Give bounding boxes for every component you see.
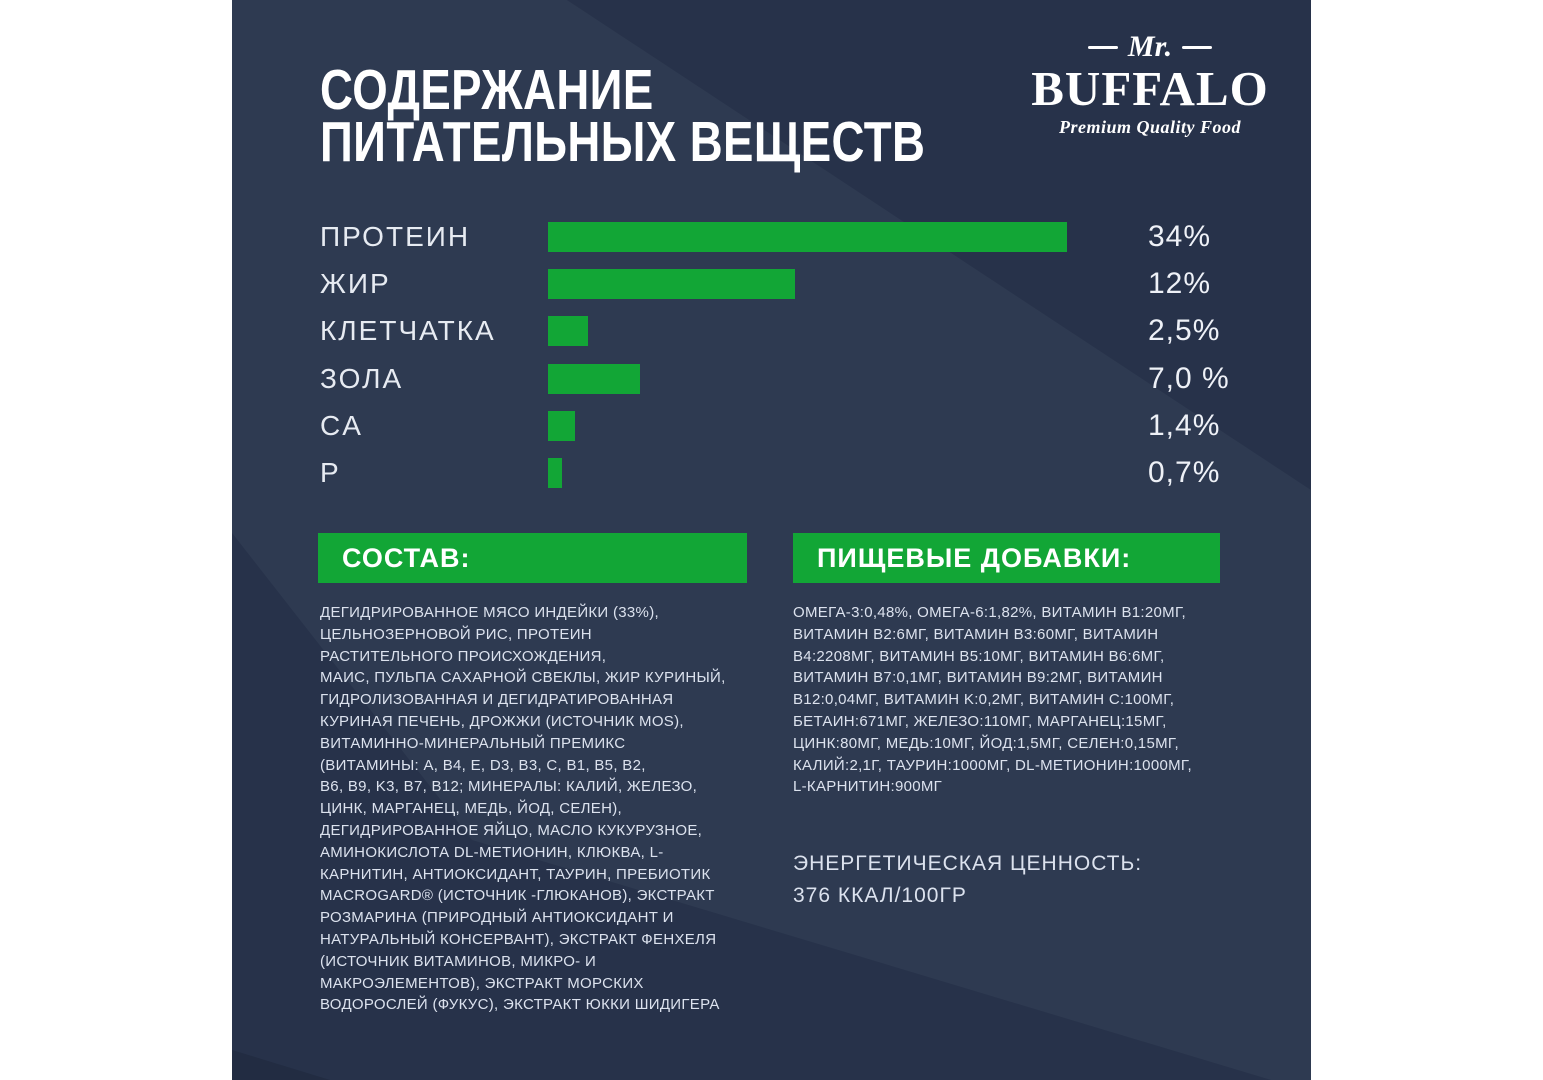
logo-tagline: Premium Quality Food: [1058, 117, 1241, 137]
energy-block: ЭНЕРГЕТИЧЕСКАЯ ЦЕННОСТЬ: 376 ККАЛ/100ГР: [793, 848, 1142, 912]
nutrient-label: P: [320, 457, 341, 488]
nutrient-value: 2,5%: [1148, 314, 1221, 348]
nutrition-chart: ПРОТЕИН 34% ЖИР 12% КЛЕТЧАТКА 2,5% ЗОЛА 7,0 % CA…: [232, 0, 1311, 1080]
nutrient-value: 0,7%: [1148, 456, 1221, 489]
nutrient-bar: [548, 222, 1067, 252]
nutrient-label: ЗОЛА: [320, 362, 404, 394]
composition-header-label: СОСТАВ:: [342, 543, 471, 573]
nutrient-row: CA 1,4%: [232, 408, 1311, 442]
nutrient-value: 7,0 %: [1148, 361, 1230, 395]
additives-header: ПИЩЕВЫЕ ДОБАВКИ:: [793, 533, 1220, 583]
energy-label: ЭНЕРГЕТИЧЕСКАЯ ЦЕННОСТЬ:: [793, 852, 1143, 875]
logo-dash-right-icon: [1182, 45, 1213, 49]
logo-brand-name: BUFFALO: [1031, 61, 1269, 116]
facet-corner: [232, 1050, 330, 1080]
nutrient-bar: [548, 316, 588, 347]
nutrition-panel: СОДЕРЖАНИЕ ПИТАТЕЛЬНЫХ ВЕЩЕСТВ Mr. BUFFA…: [232, 0, 1311, 1080]
nutrient-row: ПРОТЕИН 34%: [232, 222, 1311, 252]
logo-mr-text: Mr.: [1127, 30, 1173, 63]
composition-header: СОСТАВ:: [318, 533, 747, 583]
nutrient-label: ЖИР: [320, 268, 391, 300]
nutrient-label: ПРОТЕИН: [320, 221, 471, 252]
nutrient-row: КЛЕТЧАТКА 2,5%: [232, 314, 1311, 348]
nutrient-bar: [548, 363, 640, 394]
composition-text: ДЕГИДРИРОВАННОЕ МЯСО ИНДЕЙКИ (33%), ЦЕЛЬ…: [320, 604, 726, 1014]
page-title: СОДЕРЖАНИЕ ПИТАТЕЛЬНЫХ ВЕЩЕСТВ: [320, 58, 926, 174]
nutrient-bar: [548, 458, 562, 488]
nutrient-bar: [548, 410, 575, 441]
nutrient-row: ЗОЛА 7,0 %: [232, 361, 1311, 395]
nutrient-label: CA: [320, 409, 363, 441]
nutrient-value: 12%: [1148, 267, 1212, 301]
additives-header-label: ПИЩЕВЫЕ ДОБАВКИ:: [817, 543, 1132, 573]
logo-mr-row: Mr.: [1022, 30, 1278, 64]
nutrient-bar: [548, 269, 795, 300]
nutrient-label: КЛЕТЧАТКА: [320, 315, 496, 347]
logo-dash-left-icon: [1087, 45, 1118, 49]
nutrient-value: 34%: [1148, 220, 1212, 253]
nutrient-value: 1,4%: [1148, 408, 1221, 442]
brand-logo: Mr. BUFFALO Premium Quality Food: [1022, 30, 1278, 138]
facet-bottom-left: [232, 533, 1272, 1080]
additives-text: ОМЕГА-3:0,48%, ОМЕГА-6:1,82%, ВИТАМИН B1…: [793, 604, 1192, 796]
nutrient-row: P 0,7%: [232, 458, 1311, 488]
nutrient-row: ЖИР 12%: [232, 267, 1311, 301]
energy-value: 376 ККАЛ/100ГР: [793, 884, 967, 907]
